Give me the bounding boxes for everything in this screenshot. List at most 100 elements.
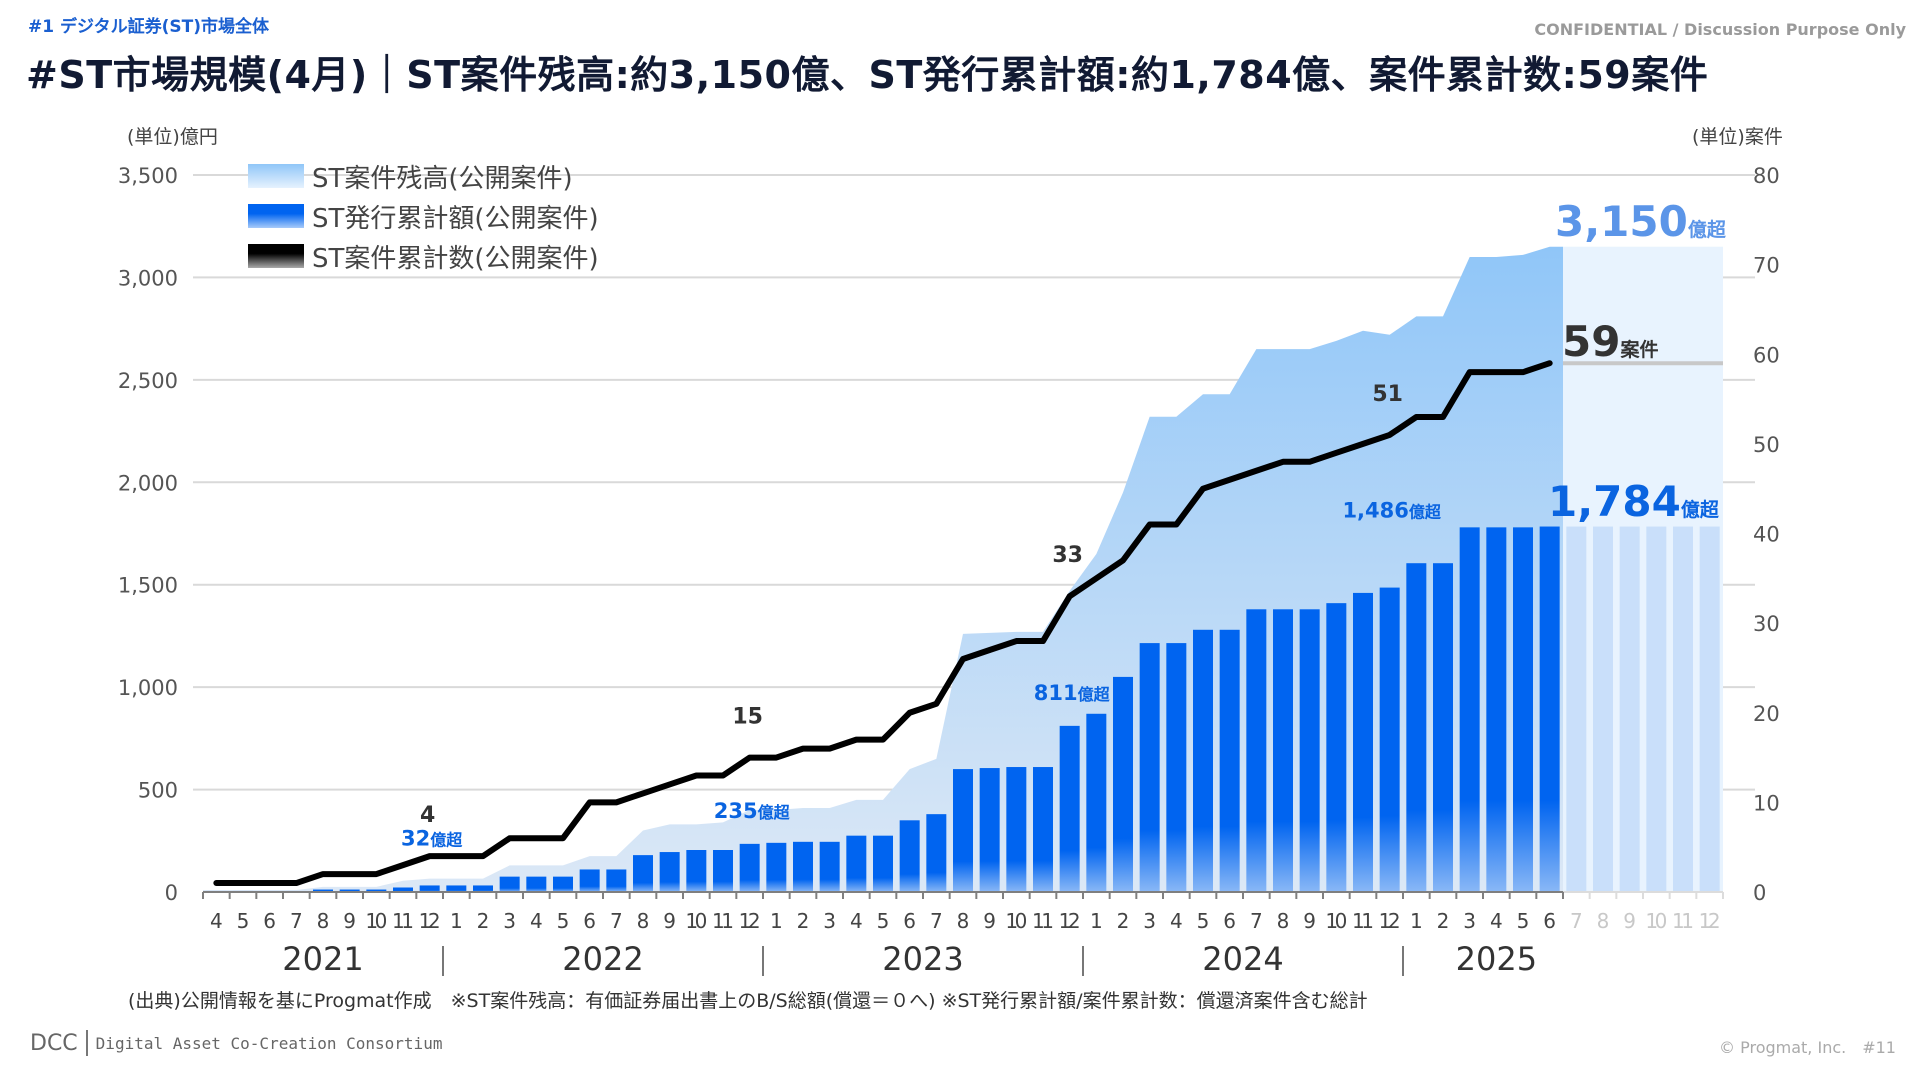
- issuance-bar: [1139, 643, 1160, 892]
- x-axis-month-label: 4: [210, 909, 223, 933]
- issuance-bar: [1513, 527, 1533, 892]
- legend-swatch-issuance: [248, 204, 304, 228]
- issuance-bar: [1433, 563, 1453, 892]
- issuance-bar: [819, 841, 840, 892]
- label-suffix: 億超: [758, 803, 791, 822]
- x-axis-month-label: 2: [1117, 909, 1130, 933]
- issuance-bar: [1406, 563, 1427, 892]
- org-name: Digital Asset Co-Creation Consortium: [95, 1033, 443, 1053]
- issuance-bar: [979, 768, 1000, 892]
- issuance-bar: [579, 869, 600, 892]
- issuance-bar: [1273, 609, 1293, 892]
- x-axis-month-label: 7: [610, 909, 623, 933]
- x-axis-year-label: 2023: [882, 940, 963, 978]
- x-axis-month-label: 2: [1437, 909, 1450, 933]
- count-data-label: 33: [1052, 543, 1083, 568]
- forecast-region: [1563, 246, 1723, 892]
- x-axis-year-label: 2025: [1456, 940, 1537, 978]
- logo-divider: [85, 1030, 88, 1056]
- issuance-bar: [526, 876, 547, 892]
- left-axis-tick-label: 2,500: [118, 369, 178, 393]
- issuance-data-label: 811億超: [1034, 681, 1111, 705]
- x-axis-month-label: 5: [557, 909, 570, 933]
- issuance-bar: [926, 814, 947, 892]
- x-axis-month-label: 8: [957, 909, 970, 933]
- issuance-bar: [366, 889, 387, 892]
- issuance-bar: [1059, 725, 1080, 892]
- x-axis-month-label: 12: [1699, 909, 1721, 933]
- dcc-logo: DCC: [30, 1030, 78, 1056]
- count-line-series: [213, 360, 1553, 887]
- legend-label-issuance: ST発行累計額(公開案件): [312, 203, 599, 234]
- label-suffix: 億超: [1078, 685, 1111, 704]
- issuance-bar: [713, 850, 733, 892]
- x-axis-month-label: 9: [1303, 909, 1316, 933]
- section-label: #1 デジタル証券(ST)市場全体: [28, 17, 270, 37]
- issuance-bar: [1086, 713, 1107, 892]
- x-axis-month-label: 8: [1597, 909, 1610, 933]
- issuance-bar: [1486, 527, 1507, 892]
- x-axis-year-label: 2021: [282, 940, 363, 978]
- x-axis-month-label: 11: [1672, 909, 1694, 933]
- label-suffix: 億超: [430, 830, 463, 849]
- label-suffix: 億超: [1688, 218, 1727, 241]
- x-axis-month-label: 11: [1352, 909, 1374, 933]
- issuance-bar: [1006, 767, 1027, 892]
- x-axis-month-label: 10: [1645, 909, 1667, 933]
- legend-swatch-balance: [248, 164, 304, 188]
- x-axis-month-label: 7: [290, 909, 303, 933]
- count-line: [213, 360, 1553, 887]
- source-note: (出典)公開情報を基にProgmat作成 ※ST案件残高：有価証券届出書上のB/…: [128, 990, 1368, 1012]
- legend: ST案件残高(公開案件) ST発行累計額(公開案件) ST案件累計数(公開案件): [248, 156, 599, 276]
- label-value: 3,150: [1555, 197, 1688, 246]
- x-axis-month-label: 7: [930, 909, 943, 933]
- issuance-bar: [606, 869, 627, 892]
- right-axis-tick-label: 50: [1753, 433, 1780, 457]
- x-axis-month-label: 3: [503, 909, 516, 933]
- label-value: 32: [401, 826, 430, 850]
- issuance-data-label: 1,486億超: [1342, 499, 1441, 523]
- forecast-balance-area: [1563, 246, 1723, 892]
- final-balance-label: 3,150億超: [1555, 197, 1727, 246]
- right-axis-tick-label: 30: [1753, 612, 1780, 636]
- x-axis-month-label: 9: [663, 909, 676, 933]
- data-labels: 415335132億超235億超811億超1,486億超3,150億超59案件1…: [401, 197, 1727, 850]
- x-axis-month-label: 10: [1005, 909, 1027, 933]
- issuance-bar: [659, 852, 680, 892]
- issuance-bar: [1219, 629, 1240, 892]
- issuance-bar: [1246, 609, 1267, 892]
- final-count-label: 59案件: [1562, 317, 1658, 366]
- issuance-bar: [1113, 676, 1133, 892]
- x-axis-month-label: 3: [823, 909, 836, 933]
- x-axis-month-label: 4: [1490, 909, 1503, 933]
- issuance-bar: [1353, 592, 1373, 892]
- issuance-bar: [1166, 643, 1187, 892]
- legend-item-balance: ST案件残高(公開案件): [248, 156, 599, 196]
- x-axis-month-label: 11: [712, 909, 734, 933]
- forecast-bar: [1699, 526, 1720, 892]
- footer-logo: DCC Digital Asset Co-Creation Consortium: [30, 1030, 442, 1056]
- left-axis-tick-label: 3,500: [118, 164, 178, 188]
- x-axis-month-label: 1: [1410, 909, 1423, 933]
- final-issuance-label: 1,784億超: [1548, 477, 1720, 526]
- x-axis-month-label: 6: [1543, 909, 1556, 933]
- label-suffix: 億超: [1409, 503, 1442, 522]
- x-axis-year-label: 2024: [1202, 940, 1283, 978]
- left-axis-tick-label: 0: [165, 881, 178, 905]
- x-axis-month-label: 9: [1623, 909, 1636, 933]
- label-value: 235: [714, 799, 758, 823]
- issuance-bar: [899, 820, 920, 892]
- issuance-bar: [419, 885, 440, 892]
- x-axis-month-label: 12: [1379, 909, 1401, 933]
- x-axis-month-label: 1: [450, 909, 463, 933]
- left-axis-tick-label: 500: [138, 779, 178, 803]
- x-axis-month-label: 12: [739, 909, 761, 933]
- issuance-bar: [1193, 629, 1213, 892]
- issuance-bar: [1539, 526, 1560, 892]
- x-axis-month-label: 1: [770, 909, 783, 933]
- left-axis-tick-label: 3,000: [118, 266, 178, 290]
- issuance-bar: [393, 887, 413, 892]
- x-axis-month-label: 8: [317, 909, 330, 933]
- x-axis-month-label: 3: [1143, 909, 1156, 933]
- x-axis-month-label: 10: [685, 909, 707, 933]
